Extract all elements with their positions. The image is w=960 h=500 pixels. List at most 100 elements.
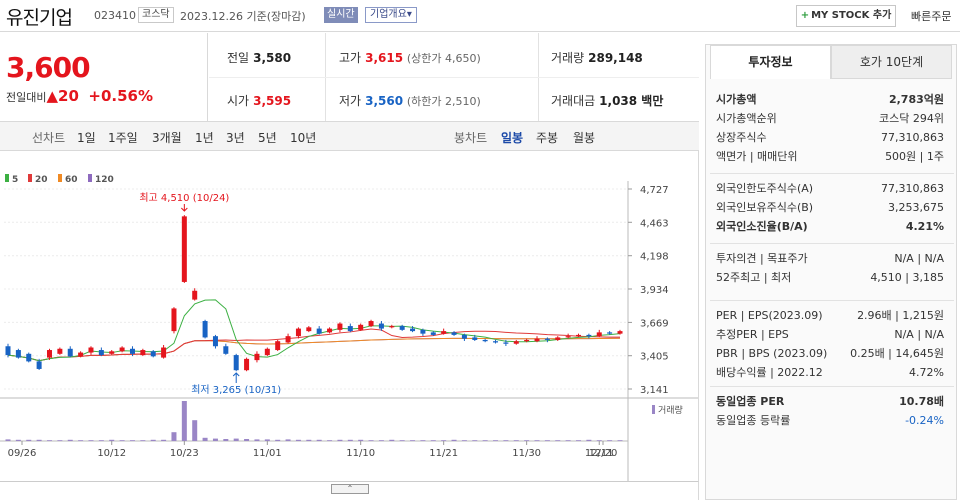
info-label: 추정PER | EPS bbox=[716, 328, 789, 341]
chevron-down-icon: ▾ bbox=[406, 9, 412, 20]
y-tick-label: 4,198 bbox=[640, 252, 669, 263]
volume-legend-label: 거래량 bbox=[658, 404, 683, 416]
moving-average-line bbox=[7, 328, 620, 362]
volume-bar bbox=[576, 440, 582, 441]
volume-bar bbox=[150, 439, 156, 441]
candle bbox=[316, 328, 322, 334]
info-value: 2.96배 | 1,215원 bbox=[857, 309, 944, 322]
quote-grid: 전일 3,580 고가 3,615 (상한가 4,650) 거래량 289,148 시… bbox=[209, 33, 699, 121]
info-value: 500원 | 1주 bbox=[885, 150, 944, 163]
volume-bar bbox=[337, 439, 343, 441]
volume-bar bbox=[285, 439, 291, 441]
info-label: 동일업종 PER bbox=[716, 395, 785, 408]
candle bbox=[129, 348, 135, 354]
tab-3m[interactable]: 3개월 bbox=[152, 131, 182, 145]
price-change: 전일대비▲20 +0.56% bbox=[6, 87, 154, 105]
line-chart-label: 선차트 bbox=[32, 131, 66, 145]
current-price: 3,600 bbox=[6, 51, 91, 84]
info-label: 배당수익률 | 2022.12 bbox=[716, 366, 823, 379]
volume-bar bbox=[524, 440, 530, 441]
live-button[interactable]: 실시간 bbox=[324, 7, 358, 23]
plus-icon: + bbox=[800, 10, 810, 21]
y-tick-label: 4,727 bbox=[640, 185, 669, 196]
volume-bar bbox=[26, 439, 32, 441]
volume-bar bbox=[244, 439, 250, 441]
market-badge: 코스닥 bbox=[138, 7, 174, 23]
tab-1d[interactable]: 1일 bbox=[77, 131, 96, 145]
info-label: 외국인소진율(B/A) bbox=[716, 220, 808, 233]
info-row: PER | EPS(2023.09) 2.96배 | 1,215원 bbox=[716, 307, 944, 325]
candle bbox=[5, 346, 11, 356]
volume-bar bbox=[119, 440, 125, 441]
tab-3y[interactable]: 3년 bbox=[226, 131, 245, 145]
info-label: PER | EPS(2023.09) bbox=[716, 309, 823, 322]
legend-label: 120 bbox=[95, 175, 114, 185]
date-basis: 2023.12.26 기준(장마감) bbox=[180, 10, 306, 23]
chart-scroll-bar[interactable]: ⌃ bbox=[0, 481, 699, 500]
tab-1w[interactable]: 1주일 bbox=[108, 131, 138, 145]
tab-5y[interactable]: 5년 bbox=[258, 131, 277, 145]
volume-bar bbox=[192, 420, 198, 441]
info-value: 77,310,863 bbox=[881, 182, 944, 195]
price-chart[interactable]: 5 20 60 120 4,727 4,463 4,198 3,934 3,669 3,405 3… bbox=[0, 151, 699, 481]
x-tick-label: 12/20 bbox=[589, 448, 618, 459]
volume-bar bbox=[327, 440, 333, 441]
quick-order-link[interactable]: 빠른주문 bbox=[911, 10, 952, 23]
info-row: 동일업종 등락률 -0.24% bbox=[716, 412, 944, 430]
info-row: 외국인한도주식수(A) 77,310,863 bbox=[716, 180, 944, 198]
info-value: 0.25배 | 14,645원 bbox=[850, 347, 944, 360]
y-tick-label: 4,463 bbox=[640, 218, 669, 229]
candle bbox=[171, 308, 177, 332]
candle bbox=[555, 337, 561, 340]
candle bbox=[368, 321, 374, 327]
volume-bar bbox=[378, 440, 384, 441]
tab-hoga-10[interactable]: 호가 10단계 bbox=[831, 45, 952, 79]
candle bbox=[576, 334, 582, 337]
open-price: 시가 3,595 bbox=[227, 94, 292, 108]
volume-bar bbox=[430, 440, 436, 441]
tab-weekly[interactable]: 주봉 bbox=[536, 131, 559, 145]
prev-close: 전일 3,580 bbox=[227, 51, 292, 65]
my-stock-add-button[interactable]: + MY STOCK 추가 bbox=[796, 5, 896, 27]
up-arrow-icon: ▲ bbox=[46, 87, 59, 105]
volume-bar bbox=[57, 440, 63, 441]
volume-bar bbox=[46, 440, 52, 441]
corp-info-button[interactable]: 기업개요▾ bbox=[365, 7, 417, 23]
scroll-handle[interactable]: ⌃ bbox=[331, 484, 369, 494]
info-value: 77,310,863 bbox=[881, 131, 944, 144]
candle bbox=[389, 326, 395, 328]
volume-bar bbox=[140, 440, 146, 441]
tab-invest-info[interactable]: 투자정보 bbox=[710, 45, 831, 79]
candle bbox=[596, 332, 602, 337]
volume-bar bbox=[451, 439, 457, 441]
candle bbox=[544, 338, 550, 340]
volume-bar bbox=[88, 440, 94, 441]
stock-name: 유진기업 bbox=[6, 7, 73, 29]
volume-bar bbox=[171, 432, 177, 441]
down-arrow-icon bbox=[180, 204, 188, 212]
candle bbox=[78, 352, 84, 357]
volume-bar bbox=[461, 440, 467, 441]
volume-bar bbox=[98, 440, 104, 441]
volume-bar bbox=[399, 440, 405, 441]
volume-bar bbox=[275, 439, 281, 441]
candle bbox=[337, 323, 343, 330]
y-tick-label: 3,669 bbox=[640, 318, 669, 329]
info-value: N/A | N/A bbox=[894, 252, 944, 265]
candlestick-chart[interactable]: 5 20 60 120 4,727 4,463 4,198 3,934 3,669 3,405 3… bbox=[0, 151, 698, 481]
legend-swatch bbox=[28, 174, 32, 182]
candle bbox=[285, 336, 291, 343]
tab-10y[interactable]: 10년 bbox=[290, 131, 317, 145]
legend-label: 5 bbox=[12, 175, 18, 185]
candle bbox=[441, 331, 447, 334]
legend-swatch bbox=[88, 174, 92, 182]
tab-monthly[interactable]: 월봉 bbox=[573, 131, 596, 145]
x-tick-label: 09/26 bbox=[8, 448, 37, 459]
candle bbox=[524, 339, 530, 342]
candle bbox=[57, 348, 63, 354]
y-tick-label: 3,141 bbox=[640, 385, 669, 396]
tab-daily[interactable]: 일봉 bbox=[501, 131, 524, 145]
candle bbox=[378, 323, 384, 329]
tab-1y[interactable]: 1년 bbox=[195, 131, 214, 145]
volume-bar bbox=[233, 438, 239, 441]
